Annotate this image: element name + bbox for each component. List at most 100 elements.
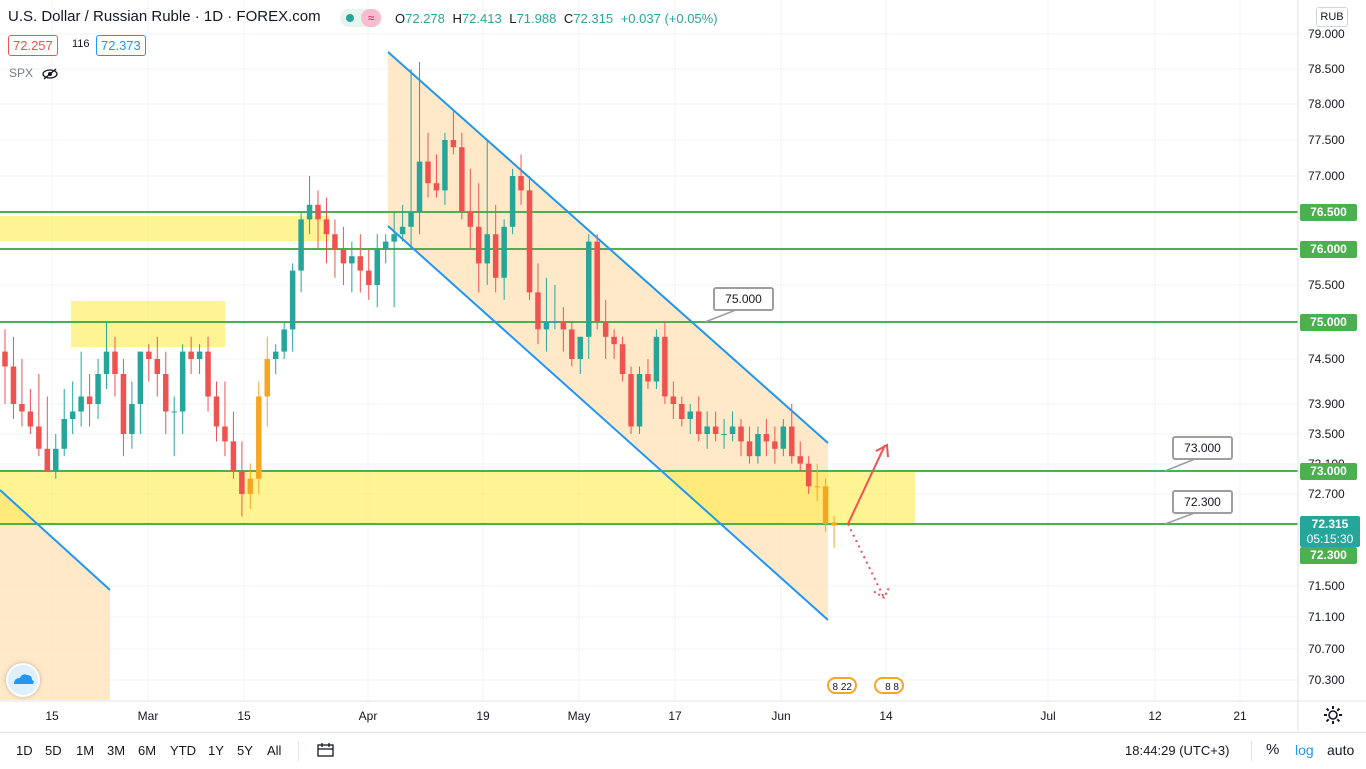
candle-body	[154, 359, 161, 374]
candle-body	[230, 441, 237, 471]
last-price-value: 72.315	[1311, 517, 1349, 531]
candle-body	[188, 351, 194, 359]
candle-body	[822, 486, 829, 524]
spread-value: 116	[72, 38, 90, 50]
callout-73000[interactable]: 73.000	[1172, 436, 1233, 460]
candle-body	[44, 448, 51, 471]
candle-body	[382, 241, 389, 249]
level-label-76000: 76.000	[1300, 241, 1357, 258]
price-tick-label: 75.500	[1308, 278, 1345, 292]
eye-hidden-icon[interactable]	[42, 68, 59, 80]
candle-body	[281, 329, 287, 352]
candle-body	[213, 396, 220, 427]
candle-body	[560, 322, 567, 330]
candle-body	[738, 426, 744, 442]
range-1d-button[interactable]: 1D	[16, 743, 33, 758]
candle-body	[450, 140, 457, 148]
range-ytd-button[interactable]: YTD	[170, 743, 196, 758]
bid-price-button[interactable]: 72.257	[8, 35, 58, 56]
price-tick-label: 78.500	[1308, 62, 1345, 76]
candle-body	[53, 448, 59, 471]
ask-price-button[interactable]: 72.373	[96, 35, 146, 56]
tradingview-logo-icon[interactable]	[6, 663, 40, 697]
time-tick-label: Jul	[1040, 709, 1055, 723]
range-all-button[interactable]: All	[267, 743, 282, 758]
time-tick-label: 21	[1233, 709, 1247, 723]
candle-body	[408, 212, 414, 227]
candle-body	[653, 336, 660, 382]
candle-body	[746, 441, 753, 457]
settings-gear-icon[interactable]	[1323, 705, 1343, 725]
forecast-up-arrowhead	[875, 443, 889, 458]
candle-body	[146, 351, 152, 359]
candle-body	[780, 426, 787, 449]
range-5y-button[interactable]: 5Y	[237, 743, 253, 758]
time-tick-label: 15	[237, 709, 251, 723]
candle-body	[721, 434, 727, 435]
time-tick-label: 19	[476, 709, 490, 723]
auto-scale-toggle[interactable]: auto	[1327, 742, 1355, 758]
candle-body	[222, 426, 228, 442]
candle-body	[433, 183, 440, 191]
callout-72300[interactable]: 72.300	[1172, 490, 1233, 514]
range-6m-button[interactable]: 6M	[138, 743, 157, 758]
candle-body	[366, 270, 372, 285]
candle-body	[611, 336, 617, 345]
candle-body	[729, 426, 736, 434]
candle-body	[112, 351, 118, 374]
candle-body	[755, 434, 761, 457]
low-value: 71.988	[516, 11, 557, 26]
candle-body	[467, 212, 474, 227]
date-range-icon[interactable]	[317, 742, 335, 758]
candle-body	[797, 456, 803, 464]
candle-body	[10, 366, 17, 404]
currency-button[interactable]: RUB	[1316, 7, 1348, 27]
candle-body	[602, 322, 609, 337]
candle-body	[712, 426, 719, 434]
candle-body	[196, 351, 203, 359]
toolbar-divider	[1251, 741, 1252, 761]
candle-body	[484, 234, 490, 264]
candle-body	[256, 396, 262, 479]
candle-body	[577, 336, 584, 359]
market-status-badge[interactable]: ≈	[340, 9, 382, 27]
spx-indicator[interactable]: SPX	[9, 66, 59, 80]
candle-body	[704, 426, 710, 434]
candle-body	[814, 486, 820, 488]
time-tick-label: Mar	[138, 709, 159, 723]
economic-event-flag-icon[interactable]: 8 8	[874, 677, 904, 694]
price-tick-label: 72.700	[1308, 487, 1345, 501]
candle-body	[306, 204, 313, 220]
time-tick-label: May	[568, 709, 591, 723]
symbol-title[interactable]: U.S. Dollar / Russian Ruble · 1D · FOREX…	[8, 8, 321, 25]
percent-scale-toggle[interactable]: %	[1266, 741, 1280, 758]
range-1y-button[interactable]: 1Y	[208, 743, 224, 758]
bar-countdown: 05:15:30	[1306, 532, 1354, 546]
range-3m-button[interactable]: 3M	[107, 743, 126, 758]
clock-timezone[interactable]: 18:44:29 (UTC+3)	[1125, 743, 1230, 758]
range-5d-button[interactable]: 5D	[45, 743, 62, 758]
candle-body	[789, 426, 795, 457]
candle-body	[416, 161, 423, 212]
range-1m-button[interactable]: 1M	[76, 743, 95, 758]
candle-body	[679, 404, 685, 419]
price-tick-label: 73.900	[1308, 397, 1345, 411]
time-tick-label: 14	[879, 709, 893, 723]
forecast-down-arrow	[847, 523, 885, 599]
candle-body	[805, 463, 812, 487]
candle-body	[239, 471, 245, 494]
candle-body	[509, 176, 516, 227]
candle-body	[476, 226, 482, 264]
time-tick-label: 12	[1148, 709, 1162, 723]
candle-body	[594, 241, 600, 322]
price-tick-label: 77.500	[1308, 133, 1345, 147]
candle-body	[662, 336, 668, 397]
candle-body	[425, 161, 431, 184]
economic-event-flag-icon[interactable]: 8 22	[827, 677, 857, 694]
forecast-up-arrow	[847, 444, 886, 525]
callout-75000[interactable]: 75.000	[713, 287, 774, 311]
log-scale-toggle[interactable]: log	[1295, 742, 1314, 758]
candle-body	[69, 411, 76, 419]
candle-body	[772, 441, 778, 449]
